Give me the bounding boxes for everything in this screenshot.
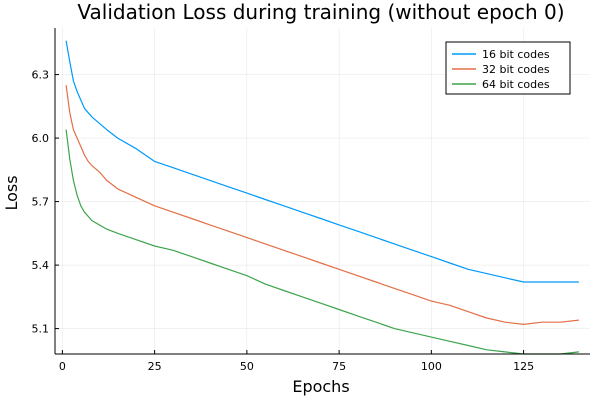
series-line-2 (65, 85, 579, 325)
legend-label: 64 bit codes (482, 78, 550, 91)
y-tick-label: 5.7 (32, 196, 50, 209)
series-lines (65, 40, 579, 355)
x-tick-label: 0 (59, 360, 66, 373)
x-axis-label: Epochs (292, 377, 349, 396)
tick-labels: 0 25 50 75 100 125 5.1 5.4 5.7 6.0 6.3 (32, 69, 535, 373)
legend-label: 32 bit codes (482, 63, 550, 76)
y-tick-label: 5.1 (32, 323, 50, 336)
y-tick-label: 6.3 (32, 69, 50, 82)
chart-title: Validation Loss during training (without… (77, 0, 564, 24)
y-axis-label: Loss (2, 175, 21, 210)
y-tick-label: 5.4 (32, 259, 50, 272)
series-line-3 (65, 129, 579, 355)
x-tick-label: 125 (513, 360, 534, 373)
x-tick-label: 75 (332, 360, 346, 373)
axes (54, 28, 590, 355)
x-tick-label: 50 (240, 360, 254, 373)
y-tick-label: 6.0 (32, 132, 50, 145)
series-line-1 (65, 40, 579, 283)
x-tick-label: 100 (421, 360, 442, 373)
legend-label: 16 bit codes (482, 48, 550, 61)
x-tick-label: 25 (148, 360, 162, 373)
legend-box (445, 41, 571, 95)
legend: 16 bit codes 32 bit codes 64 bit codes (445, 41, 571, 95)
